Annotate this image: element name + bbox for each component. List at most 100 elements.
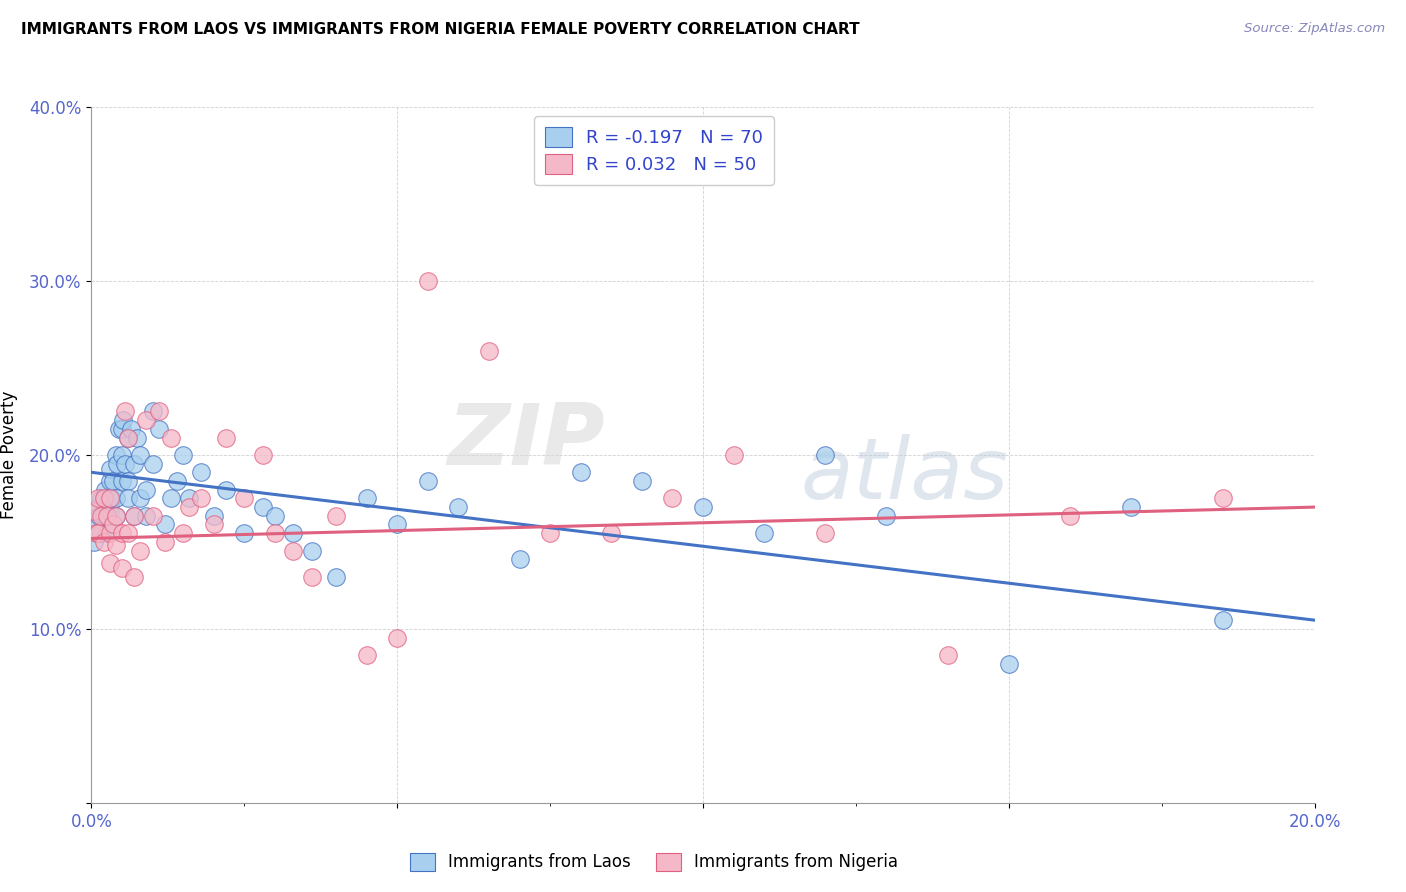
Point: [105, 457, 128, 471]
Point: [117, 431, 139, 445]
Point: [202, 517, 225, 532]
Point: [141, 508, 163, 523]
Point: [385, 631, 409, 645]
Point: [936, 648, 959, 662]
Point: [179, 491, 201, 506]
Text: atlas: atlas: [801, 434, 1010, 517]
Point: [264, 508, 287, 523]
Point: [96, 526, 118, 541]
Point: [160, 431, 183, 445]
Point: [111, 561, 134, 575]
Point: [90, 491, 112, 506]
Point: [233, 491, 256, 506]
Point: [723, 448, 745, 462]
Point: [86, 500, 108, 514]
Point: [148, 422, 170, 436]
Point: [117, 526, 139, 541]
Point: [114, 457, 136, 471]
Point: [122, 508, 145, 523]
Point: [98, 503, 121, 517]
Point: [117, 431, 139, 445]
Point: [86, 526, 108, 541]
Point: [814, 526, 837, 541]
Point: [90, 526, 112, 541]
Point: [1212, 491, 1234, 506]
Point: [875, 508, 898, 523]
Point: [114, 404, 136, 418]
Point: [93, 491, 115, 506]
Point: [84, 517, 107, 532]
Point: [93, 491, 115, 506]
Point: [141, 404, 163, 418]
Point: [1059, 508, 1081, 523]
Point: [153, 517, 176, 532]
Point: [172, 526, 194, 541]
Point: [122, 508, 145, 523]
Point: [86, 526, 108, 541]
Point: [96, 500, 118, 514]
Point: [111, 474, 134, 488]
Text: IMMIGRANTS FROM LAOS VS IMMIGRANTS FROM NIGERIA FEMALE POVERTY CORRELATION CHART: IMMIGRANTS FROM LAOS VS IMMIGRANTS FROM …: [21, 22, 859, 37]
Point: [98, 474, 121, 488]
Point: [325, 570, 347, 584]
Point: [135, 508, 157, 523]
Point: [416, 474, 439, 488]
Point: [600, 526, 623, 541]
Point: [117, 474, 139, 488]
Y-axis label: Female Poverty: Female Poverty: [0, 391, 18, 519]
Point: [101, 517, 124, 532]
Point: [135, 483, 157, 497]
Point: [83, 503, 105, 517]
Point: [94, 483, 117, 497]
Point: [509, 552, 531, 566]
Point: [98, 556, 121, 570]
Point: [1121, 500, 1143, 514]
Point: [108, 422, 131, 436]
Point: [101, 474, 124, 488]
Point: [93, 534, 115, 549]
Point: [252, 448, 274, 462]
Point: [90, 508, 112, 523]
Point: [104, 448, 127, 462]
Point: [301, 570, 323, 584]
Point: [127, 431, 149, 445]
Point: [478, 343, 501, 358]
Point: [283, 543, 305, 558]
Point: [96, 508, 118, 523]
Point: [325, 508, 347, 523]
Point: [301, 543, 323, 558]
Point: [122, 457, 145, 471]
Point: [104, 508, 127, 523]
Point: [111, 448, 134, 462]
Point: [1212, 613, 1234, 627]
Point: [104, 538, 127, 552]
Point: [111, 422, 134, 436]
Point: [814, 448, 837, 462]
Point: [416, 274, 439, 288]
Point: [356, 648, 378, 662]
Text: Source: ZipAtlas.com: Source: ZipAtlas.com: [1244, 22, 1385, 36]
Point: [385, 517, 409, 532]
Point: [141, 457, 163, 471]
Point: [153, 534, 176, 549]
Point: [129, 491, 152, 506]
Point: [87, 508, 110, 523]
Point: [122, 570, 145, 584]
Point: [112, 413, 135, 427]
Point: [93, 508, 115, 523]
Point: [100, 491, 122, 506]
Point: [111, 526, 134, 541]
Point: [98, 526, 121, 541]
Point: [98, 491, 121, 506]
Text: ZIP: ZIP: [447, 400, 605, 483]
Point: [631, 474, 654, 488]
Point: [447, 500, 470, 514]
Point: [86, 491, 108, 506]
Point: [215, 483, 238, 497]
Point: [190, 491, 212, 506]
Point: [179, 500, 201, 514]
Point: [252, 500, 274, 514]
Point: [117, 491, 139, 506]
Point: [172, 448, 194, 462]
Point: [661, 491, 683, 506]
